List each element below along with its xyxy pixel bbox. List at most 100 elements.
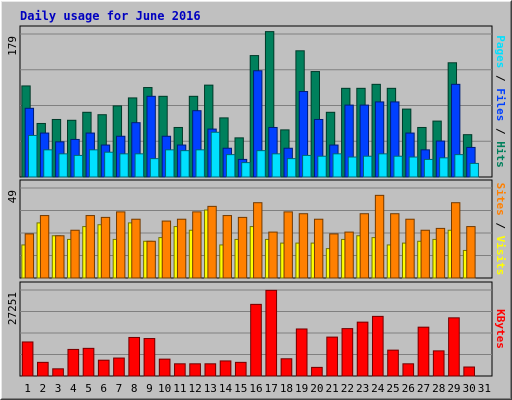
x-tick-label-day-7: 7 xyxy=(116,382,123,395)
bar-pages-day-28 xyxy=(439,157,449,178)
x-tick-label-day-6: 6 xyxy=(100,382,107,395)
x-tick-label-day-17: 17 xyxy=(265,382,278,395)
bar-kbytes-day-3 xyxy=(52,368,64,377)
bar-kbytes-day-9 xyxy=(143,338,156,377)
series-files xyxy=(24,70,476,178)
bar-kbytes-day-16 xyxy=(250,303,262,377)
x-tick-label-day-1: 1 xyxy=(24,382,31,395)
bar-kbytes-day-24 xyxy=(371,315,384,377)
panel-side-label: Pages / Files / Hits xyxy=(494,35,507,168)
bar-kbytes-day-18 xyxy=(280,358,293,377)
bar-sites-day-14 xyxy=(222,215,232,279)
bar-sites-day-28 xyxy=(435,227,446,279)
bar-pages-day-4 xyxy=(73,154,84,178)
series-kbytes xyxy=(21,289,475,377)
y-max-label: 49 xyxy=(6,190,19,203)
x-tick-label-day-23: 23 xyxy=(356,382,369,395)
bar-sites-day-8 xyxy=(131,218,141,279)
x-tick-label-day-29: 29 xyxy=(447,382,460,395)
bar-pages-day-22 xyxy=(347,156,358,178)
bar-pages-day-26 xyxy=(408,156,419,178)
bar-pages-day-7 xyxy=(119,153,129,178)
bar-pages-day-17 xyxy=(271,153,282,178)
y-max-label: 179 xyxy=(6,36,19,56)
bar-pages-day-6 xyxy=(104,151,114,178)
bar-kbytes-day-25 xyxy=(387,349,399,377)
bar-sites-day-4 xyxy=(70,229,80,279)
bar-pages-day-8 xyxy=(134,153,144,178)
x-axis-day-labels: 1 2 3 4 5 6 7 8 9 10 11 12 13 14 15 16 17 18 19 20 21 22 23 24 2… xyxy=(24,382,491,395)
bar-sites-day-24 xyxy=(374,194,385,279)
bar-kbytes-day-14 xyxy=(219,360,232,377)
bar-pages-day-3 xyxy=(58,153,68,178)
bar-sites-day-20 xyxy=(313,218,324,279)
bar-pages-day-16 xyxy=(256,150,266,178)
x-tick-label-day-20: 20 xyxy=(310,382,323,395)
side-label-part: Files xyxy=(494,88,507,121)
bar-kbytes-day-27 xyxy=(417,326,430,377)
x-tick-label-day-12: 12 xyxy=(188,382,201,395)
bar-pages-day-14 xyxy=(225,154,236,178)
bar-kbytes-day-22 xyxy=(341,328,354,377)
bar-kbytes-day-11 xyxy=(174,363,186,377)
bar-sites-day-3 xyxy=(55,235,65,279)
x-tick-label-day-2: 2 xyxy=(40,382,47,395)
panel-kbytes: 27251 KBytes xyxy=(6,281,507,377)
bar-sites-day-1 xyxy=(24,233,35,279)
bar-kbytes-day-20 xyxy=(311,366,323,377)
bar-sites-day-6 xyxy=(100,216,111,279)
bar-pages-day-19 xyxy=(302,154,312,178)
x-tick-label-day-30: 30 xyxy=(463,382,476,395)
bar-pages-day-23 xyxy=(362,155,373,178)
bar-sites-day-10 xyxy=(161,220,172,279)
bar-pages-day-11 xyxy=(180,150,190,178)
bar-sites-day-12 xyxy=(192,211,202,279)
bar-kbytes-day-15 xyxy=(234,361,247,377)
bar-pages-day-13 xyxy=(210,131,221,178)
x-tick-label-day-19: 19 xyxy=(295,382,308,395)
side-label-part: / xyxy=(494,121,507,141)
bar-kbytes-day-21 xyxy=(326,336,338,377)
x-tick-label-day-8: 8 xyxy=(131,382,138,395)
bar-kbytes-day-4 xyxy=(67,348,80,377)
bar-kbytes-day-1 xyxy=(21,341,34,377)
bar-pages-day-18 xyxy=(286,158,297,178)
bar-sites-day-2 xyxy=(39,215,50,279)
series-pages xyxy=(28,131,479,178)
bar-kbytes-day-29 xyxy=(448,317,460,377)
side-label-part: / xyxy=(494,216,507,236)
x-tick-label-day-21: 21 xyxy=(326,382,339,395)
x-tick-label-day-24: 24 xyxy=(371,382,385,395)
bar-sites-day-11 xyxy=(176,218,187,279)
x-tick-label-day-16: 16 xyxy=(249,382,262,395)
bar-sites-day-5 xyxy=(85,215,95,279)
bar-pages-day-29 xyxy=(454,154,464,178)
bar-sites-day-29 xyxy=(451,202,461,279)
bar-kbytes-day-12 xyxy=(189,363,201,377)
bar-pages-day-9 xyxy=(149,158,160,178)
x-tick-label-day-14: 14 xyxy=(219,382,233,395)
bar-kbytes-day-26 xyxy=(402,363,415,377)
x-tick-label-day-3: 3 xyxy=(55,382,62,395)
chart-panels: 179 Pages / Files / Hits 49 Sites / Visits 2… xyxy=(6,25,507,377)
x-tick-label-day-22: 22 xyxy=(341,382,354,395)
x-tick-label-day-25: 25 xyxy=(386,382,399,395)
x-tick-label-day-13: 13 xyxy=(204,382,217,395)
side-label-part: / xyxy=(494,68,507,88)
x-tick-label-day-11: 11 xyxy=(173,382,186,395)
bar-sites-day-9 xyxy=(146,240,156,279)
side-label-part: KBytes xyxy=(494,309,507,349)
panel-visits-sites: 49 Sites / Visits xyxy=(6,179,507,279)
bar-sites-day-27 xyxy=(420,229,430,279)
x-tick-label-day-15: 15 xyxy=(234,382,247,395)
side-label-part: Sites xyxy=(494,183,507,216)
bar-sites-day-17 xyxy=(268,231,278,279)
bar-sites-day-30 xyxy=(466,226,476,279)
x-tick-label-day-4: 4 xyxy=(70,382,77,395)
x-tick-label-day-28: 28 xyxy=(432,382,445,395)
bar-sites-day-13 xyxy=(207,205,217,279)
